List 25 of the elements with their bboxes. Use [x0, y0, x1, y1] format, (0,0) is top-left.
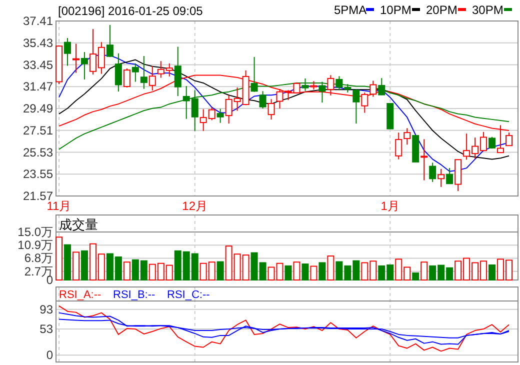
y-tick-label: 23.55 [22, 167, 54, 182]
y-tick-label: 29.49 [22, 102, 54, 116]
legend-label: 20PM [426, 3, 458, 17]
y-tick-label: 15.0万 [18, 225, 53, 239]
chart-title: [002196] 2016-01-25 09:05 [58, 4, 204, 18]
y-tick-label: 93 [40, 302, 54, 316]
y-tick-label: 10.9万 [18, 238, 53, 252]
series-label: RSI_A:-- [59, 289, 102, 301]
y-tick-label: 25.53 [22, 145, 54, 160]
legend-label: 10PM [380, 3, 412, 17]
y-tick-label: 6.8万 [24, 251, 53, 266]
text: RSI_C:-- [167, 289, 210, 301]
series-label: RSI_B:-- [113, 289, 156, 301]
legend-label: 30PM [472, 3, 504, 17]
legend-label: 5PMA [334, 3, 367, 17]
chart-title: 成交量 [59, 217, 98, 232]
y-tick-label: 0 [46, 348, 54, 362]
y-tick-label: 33.45 [22, 58, 54, 72]
x-tick-label: 1月 [380, 199, 400, 213]
y-tick-label: 53 [40, 322, 54, 336]
y-tick-label: 27.51 [22, 123, 54, 138]
y-tick-label: 35.43 [22, 36, 54, 50]
x-tick-label: 12月 [182, 199, 208, 213]
y-tick-label: 37.41 [22, 14, 54, 28]
y-tick-label: 31.47 [22, 80, 54, 94]
